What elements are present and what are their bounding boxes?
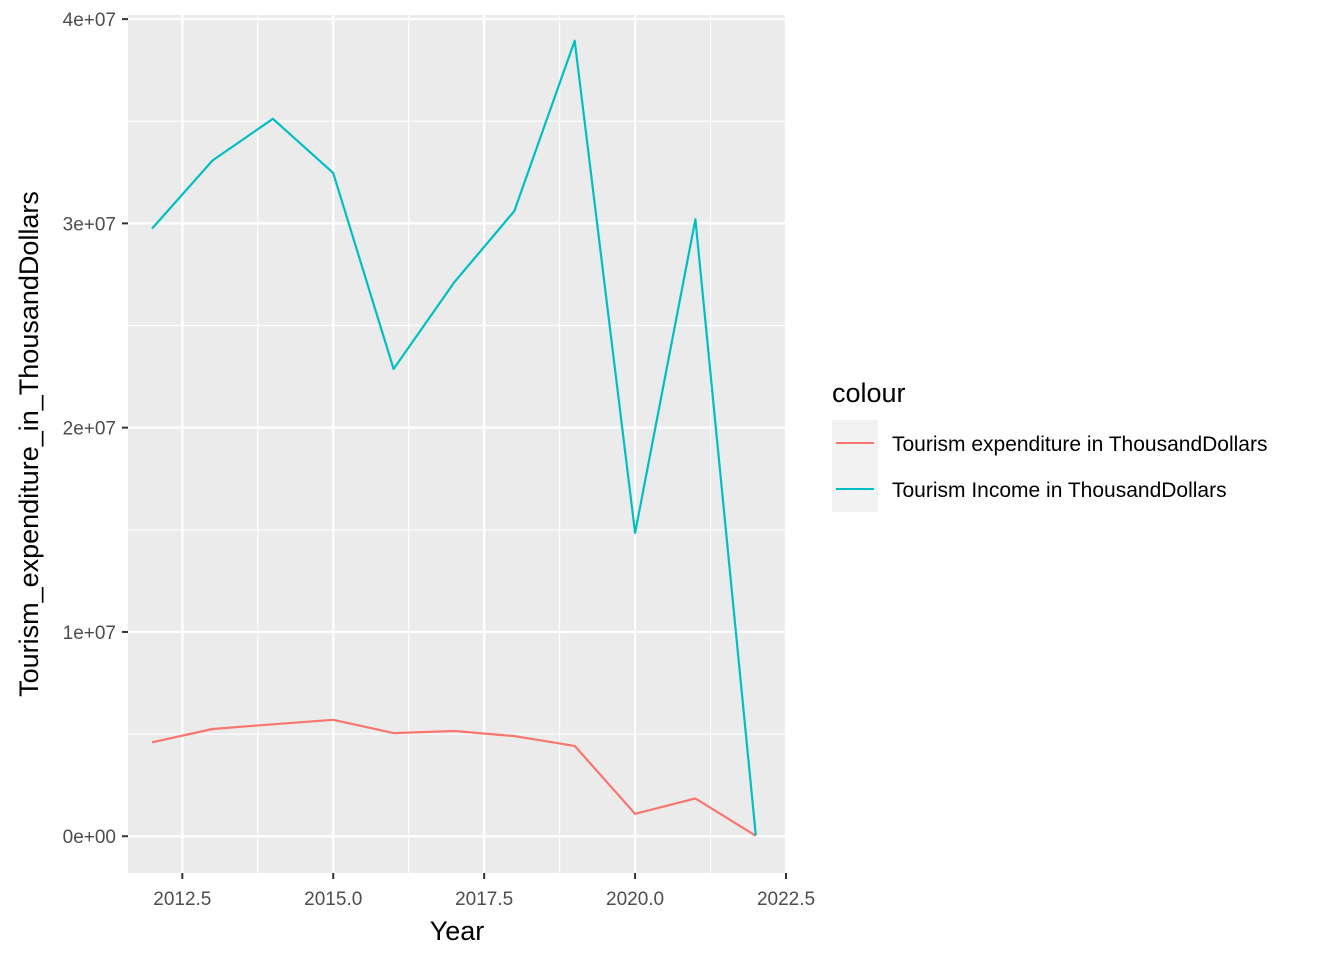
y-tick-label: 3e+07 xyxy=(63,214,116,235)
legend-title: colour xyxy=(832,378,906,408)
y-tick-label: 2e+07 xyxy=(63,419,116,440)
x-axis-title: Year xyxy=(430,916,485,946)
series-line-1 xyxy=(151,39,757,836)
legend-key-background xyxy=(832,420,878,512)
x-tick-label: 2022.5 xyxy=(757,889,815,910)
y-axis-title: Tourism_expenditure_in_ThousandDollars xyxy=(14,191,44,697)
legend: colour Tourism expenditure in ThousandDo… xyxy=(832,378,1267,512)
plot-panel xyxy=(128,15,786,873)
series-line-0 xyxy=(151,718,757,837)
x-tick-label: 2015.0 xyxy=(304,889,362,910)
y-tick-label: 1e+07 xyxy=(63,623,116,644)
y-axis: 0e+00 1e+07 2e+07 3e+07 4e+07 xyxy=(63,10,128,848)
grid-minor xyxy=(128,15,786,873)
x-tick-label: 2017.5 xyxy=(455,889,513,910)
y-tick-label: 0e+00 xyxy=(63,827,116,848)
series-lines xyxy=(151,39,757,837)
legend-label-expenditure: Tourism expenditure in ThousandDollars xyxy=(892,433,1267,456)
x-axis: 2012.5 2015.0 2017.5 2020.0 2022.5 xyxy=(153,873,815,910)
x-tick-label: 2012.5 xyxy=(153,889,211,910)
grid-major xyxy=(128,15,788,873)
x-tick-label: 2020.0 xyxy=(606,889,664,910)
y-tick-label: 4e+07 xyxy=(63,10,116,31)
legend-label-income: Tourism Income in ThousandDollars xyxy=(892,479,1227,502)
